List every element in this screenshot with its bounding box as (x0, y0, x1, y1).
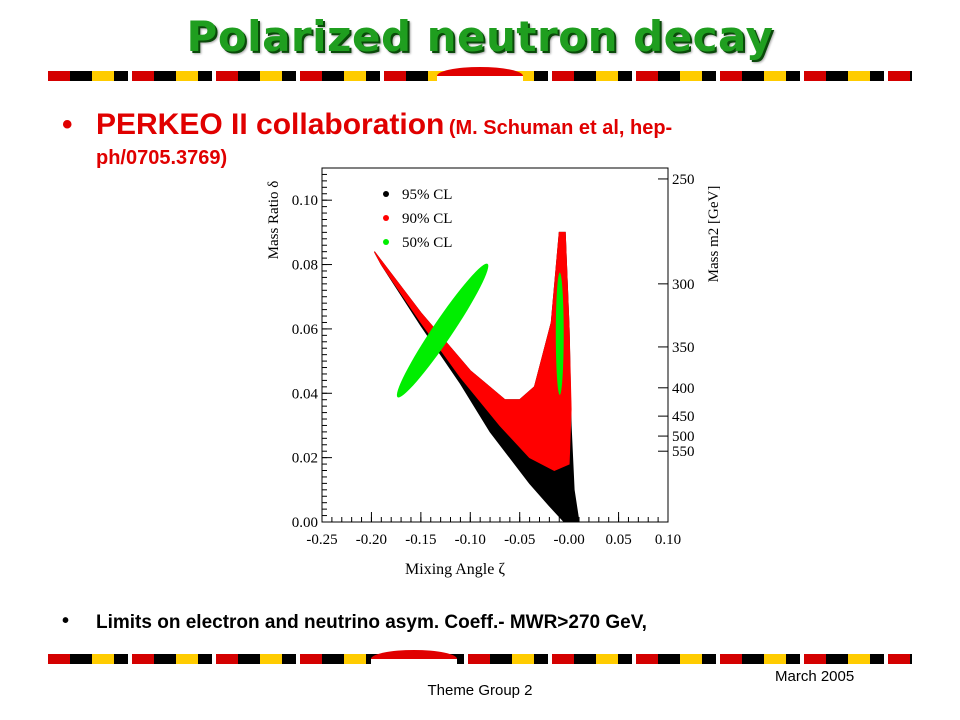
y2-tick-label: 250 (672, 172, 695, 188)
y-tick-label: 0.04 (292, 386, 319, 402)
y-axis-label: Mass Ratio δ (266, 181, 282, 260)
bullet-main-text: PERKEO II collaboration (96, 108, 445, 141)
y2-axis-label: Mass m2 [GeV] (706, 186, 720, 283)
x-tick-label: -0.05 (504, 532, 535, 548)
flag-emblem-bottom (371, 650, 457, 668)
x-tick-label: -0.25 (306, 532, 337, 548)
bullet-citation-1: (M. Schuman et al, hep- (448, 117, 673, 139)
x-tick-label: 0.10 (655, 532, 681, 548)
chart-background (260, 160, 720, 590)
x-tick-label: -0.00 (554, 532, 585, 548)
footer-theme-group: Theme Group 2 (427, 682, 533, 699)
y-tick-label: 0.02 (292, 451, 318, 467)
y-tick-label: 0.08 (292, 258, 318, 274)
footer-date: March 2005 (775, 668, 855, 685)
y-tick-label: 0.10 (292, 193, 318, 209)
x-tick-label: -0.10 (455, 532, 486, 548)
footer-stripe (48, 650, 912, 668)
x-tick-label: 0.05 (605, 532, 631, 548)
y2-tick-label: 550 (672, 444, 695, 460)
cl-region-90 (373, 231, 572, 472)
cl-region-50-right (555, 272, 564, 395)
y-tick-label: 0.06 (292, 322, 319, 338)
legend-marker (383, 191, 389, 197)
bullet-limits: • Limits on electron and neutrino asym. … (62, 610, 922, 634)
y2-tick-label: 350 (672, 340, 695, 356)
header-stripe (48, 67, 912, 85)
plot-frame (321, 167, 669, 523)
y-tick-label: 0.00 (292, 515, 318, 531)
y2-tick-label: 300 (672, 277, 695, 293)
legend-label: 50% CL (402, 235, 452, 251)
slide-title: Polarized neutron decay (186, 12, 774, 61)
x-axis-label: Mixing Angle ζ (405, 561, 505, 578)
bullet-perkeo: • PERKEO II collaboration (M. Schuman et… (62, 106, 862, 171)
x-tick-label: -0.20 (356, 532, 387, 548)
legend-label: 90% CL (402, 211, 452, 227)
cl-region-50-left (396, 263, 489, 398)
x-tick-label: -0.15 (405, 532, 436, 548)
flag-emblem-top (437, 67, 523, 85)
bullet-citation-2: ph/0705.3769) (96, 147, 228, 169)
legend-marker (383, 239, 389, 245)
legend-label: 95% CL (402, 187, 452, 203)
bullet-dot: • (62, 108, 73, 141)
bullet-limits-text: Limits on electron and neutrino asym. Co… (96, 612, 647, 633)
bullet-dot: • (62, 610, 70, 632)
y2-tick-label: 400 (672, 381, 695, 397)
confidence-region-plot: -0.25 -0.20 -0.15 -0.10 -0.05 -0.00 0.05 0.10 0… (260, 160, 720, 590)
y2-tick-label: 450 (672, 409, 695, 425)
y2-tick-label: 500 (672, 429, 695, 445)
legend-marker (383, 215, 389, 221)
